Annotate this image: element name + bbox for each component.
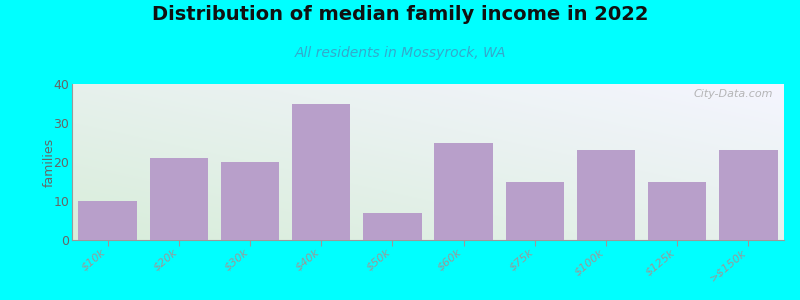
Bar <box>506 182 564 240</box>
Y-axis label: families: families <box>42 137 56 187</box>
Text: City-Data.com: City-Data.com <box>694 89 774 99</box>
Bar <box>150 158 208 240</box>
Text: Distribution of median family income in 2022: Distribution of median family income in … <box>152 4 648 23</box>
Bar <box>221 162 279 240</box>
Bar <box>577 150 635 240</box>
Text: All residents in Mossyrock, WA: All residents in Mossyrock, WA <box>294 46 506 61</box>
Bar <box>719 150 778 240</box>
Bar <box>78 201 137 240</box>
Bar <box>648 182 706 240</box>
Bar <box>292 103 350 240</box>
Bar <box>363 213 422 240</box>
Bar <box>434 142 493 240</box>
